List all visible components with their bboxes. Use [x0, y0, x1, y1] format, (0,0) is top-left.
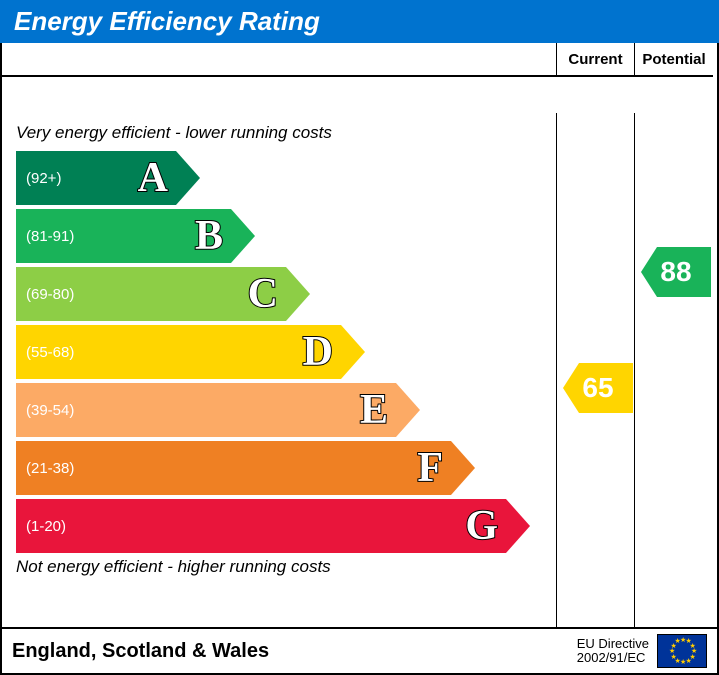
band-arrow-head [396, 383, 420, 437]
bands-wrap: (92+) A (81-91) B (69-80) C (55-68) D (39-54) E (2… [2, 151, 556, 553]
band-letter: B [195, 212, 223, 260]
title-bar: Energy Efficiency Rating [0, 0, 719, 43]
band-arrow-head [451, 441, 475, 495]
band-bar: (21-38) F [16, 441, 451, 495]
band-row-c: (69-80) C [16, 267, 556, 321]
caption-top: Very energy efficient - lower running co… [2, 119, 556, 151]
potential-value: 88 [652, 256, 691, 288]
directive-line2: 2002/91/EC [577, 651, 649, 665]
footer-directive: EU Directive 2002/91/EC ★★★★★★★★★★★★ [577, 634, 707, 668]
band-bar: (92+) A [16, 151, 176, 205]
band-row-e: (39-54) E [16, 383, 556, 437]
band-range: (81-91) [16, 228, 74, 245]
band-bar: (69-80) C [16, 267, 286, 321]
band-arrow-head [286, 267, 310, 321]
band-arrow-head [506, 499, 530, 553]
band-range: (39-54) [16, 402, 74, 419]
footer-region: England, Scotland & Wales [12, 640, 269, 663]
potential-pointer: 88 [641, 247, 703, 297]
band-row-a: (92+) A [16, 151, 556, 205]
band-row-b: (81-91) B [16, 209, 556, 263]
band-bar: (55-68) D [16, 325, 341, 379]
band-arrow-head [176, 151, 200, 205]
band-arrow-head [341, 325, 365, 379]
eu-flag-icon: ★★★★★★★★★★★★ [657, 634, 707, 668]
chart-column: Very energy efficient - lower running co… [2, 113, 557, 627]
band-letter: D [303, 328, 333, 376]
potential-column: 88 [635, 113, 713, 627]
band-range: (21-38) [16, 460, 74, 477]
col-header-blank [2, 43, 557, 77]
band-bar: (1-20) G [16, 499, 506, 553]
band-bar: (39-54) E [16, 383, 396, 437]
title-text: Energy Efficiency Rating [14, 6, 320, 36]
band-letter: A [138, 154, 168, 202]
band-letter: F [417, 444, 443, 492]
band-letter: E [360, 386, 388, 434]
band-row-g: (1-20) G [16, 499, 556, 553]
col-header-potential: Potential [635, 43, 713, 77]
eu-star: ★ [675, 638, 681, 646]
band-row-d: (55-68) D [16, 325, 556, 379]
caption-bottom: Not energy efficient - higher running co… [2, 553, 556, 585]
current-pointer: 65 [563, 363, 625, 413]
band-range: (92+) [16, 170, 61, 187]
directive-line1: EU Directive [577, 637, 649, 651]
col-header-current: Current [557, 43, 635, 77]
eu-star: ★ [686, 658, 692, 666]
band-arrow-head [231, 209, 255, 263]
band-row-f: (21-38) F [16, 441, 556, 495]
band-range: (1-20) [16, 518, 66, 535]
current-value: 65 [574, 372, 613, 404]
band-bar: (81-91) B [16, 209, 231, 263]
current-column: 65 [557, 113, 635, 627]
band-range: (69-80) [16, 286, 74, 303]
band-range: (55-68) [16, 344, 74, 361]
band-letter: C [248, 270, 278, 318]
band-letter: G [465, 502, 498, 550]
